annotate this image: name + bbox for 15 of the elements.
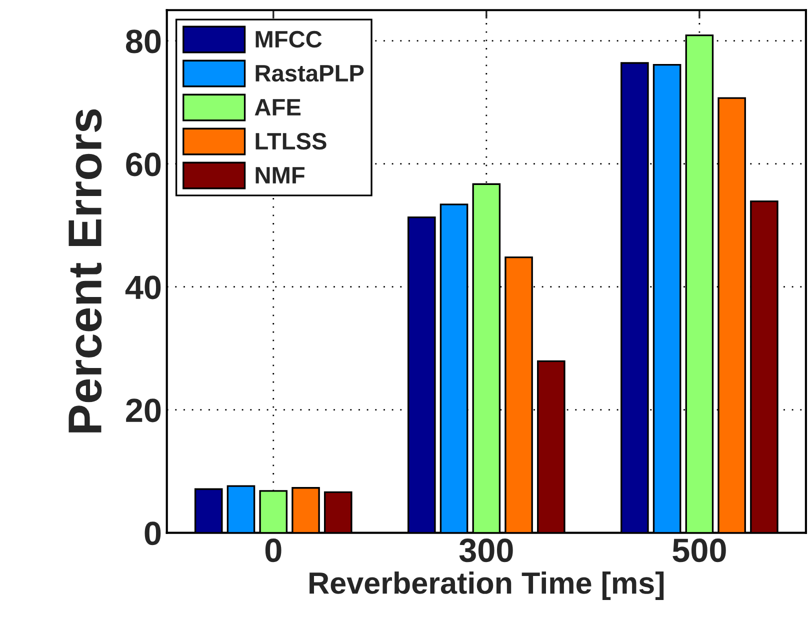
legend-label: AFE <box>254 99 301 116</box>
y-tick-label: 60 <box>126 152 161 176</box>
x-tick-label: 500 <box>672 538 726 562</box>
y-tick-label: 40 <box>125 276 161 300</box>
legend-label: RastaPLP <box>256 65 364 82</box>
x-axis-title: Reverberation Time [ms] <box>310 571 664 600</box>
legend-label: NMF <box>256 167 304 184</box>
y-tick-label: 0 <box>144 522 161 546</box>
y-tick-label: 20 <box>126 398 161 422</box>
legend-label: MFCC <box>256 30 322 48</box>
y-axis-title: Percent Errors <box>68 109 102 432</box>
x-tick-label: 0 <box>265 538 282 562</box>
y-tick-label: 80 <box>126 30 161 54</box>
legend-label: LTLSS <box>256 132 326 150</box>
x-tick-label: 300 <box>459 538 513 562</box>
